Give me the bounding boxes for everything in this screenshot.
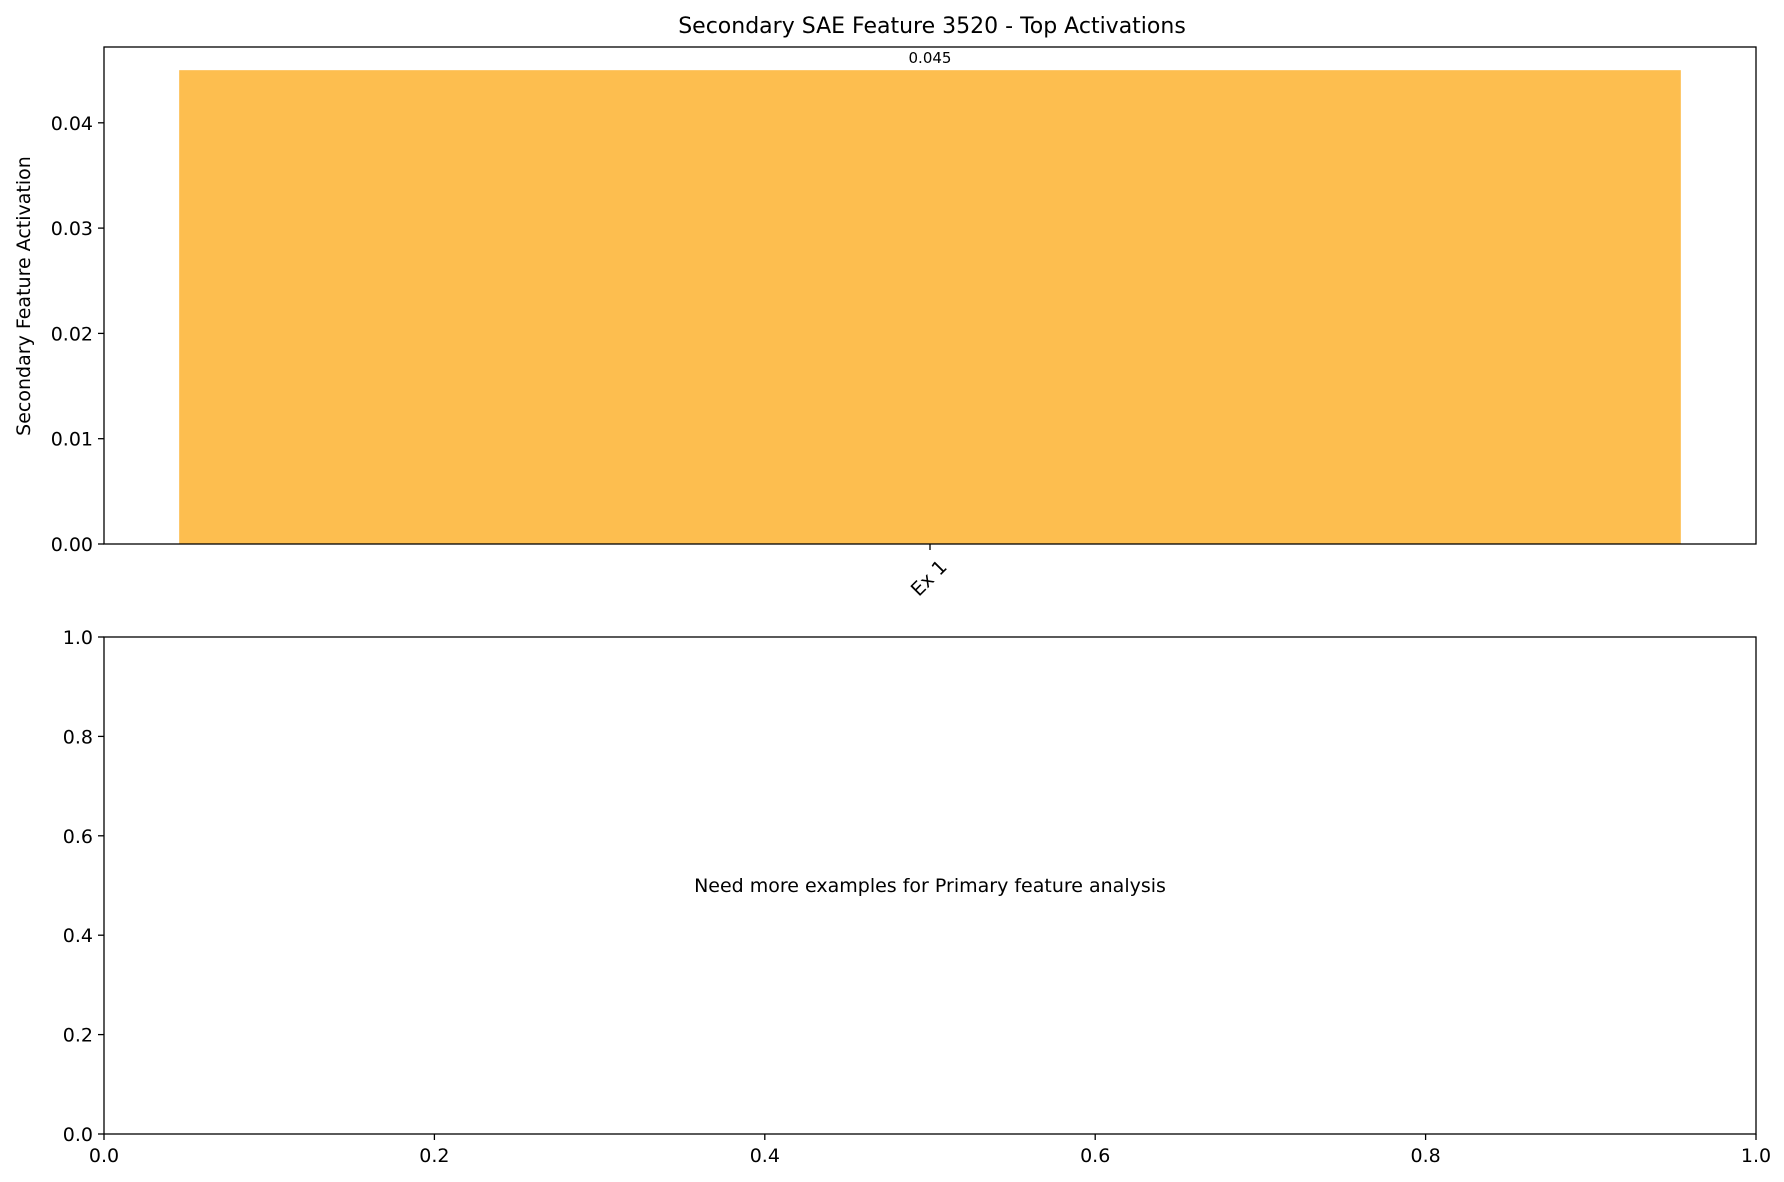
- y-tick-label: 0.6: [63, 826, 93, 848]
- y-ticks: 0.00 0.01 0.02 0.03 0.04: [51, 113, 104, 556]
- plot-frame: [103, 636, 1757, 1135]
- x-tick-label: 0.0: [89, 1145, 119, 1167]
- y-tick-label: 0.02: [51, 323, 93, 345]
- x-tick-label: Ex 1: [907, 556, 952, 601]
- chart-title: Secondary SAE Feature 3520 - Top Activat…: [678, 14, 1186, 39]
- y-tick-label: 1.0: [63, 627, 93, 649]
- x-tick-label: 1.0: [1741, 1145, 1771, 1167]
- y-tick-label: 0.0: [63, 1124, 93, 1146]
- bottom-chart: 0.0 0.2 0.4 0.6 0.8 1.0 0.0 0.2 0.4 0.6 0.8 1.0 Ne…: [63, 627, 1771, 1167]
- x-tick-label: 0.6: [1080, 1145, 1110, 1167]
- y-tick-label: 0.4: [63, 925, 93, 947]
- x-tick-label: 0.4: [750, 1145, 780, 1167]
- x-tick-label: 0.8: [1410, 1145, 1440, 1167]
- x-ticks: Ex 1: [907, 544, 952, 601]
- bar-value-label: 0.045: [909, 49, 952, 67]
- bar: [179, 70, 1681, 544]
- y-tick-label: 0.01: [51, 429, 93, 451]
- y-tick-label: 0.03: [51, 218, 93, 240]
- y-axis-label: Secondary Feature Activation: [13, 156, 35, 436]
- x-tick-label: 0.2: [419, 1145, 449, 1167]
- x-ticks: 0.0 0.2 0.4 0.6 0.8 1.0: [89, 1134, 1771, 1167]
- y-tick-label: 0.8: [63, 726, 93, 748]
- y-tick-label: 0.2: [63, 1025, 93, 1047]
- plot-frame: [103, 46, 1757, 545]
- top-chart: Secondary SAE Feature 3520 - Top Activat…: [13, 14, 1757, 601]
- y-tick-label: 0.04: [51, 113, 93, 135]
- bars-layer: 0.045: [179, 49, 1681, 544]
- y-tick-label: 0.00: [51, 534, 93, 556]
- annotation-text: Need more examples for Primary feature a…: [694, 875, 1166, 897]
- y-ticks: 0.0 0.2 0.4 0.6 0.8 1.0: [63, 627, 104, 1146]
